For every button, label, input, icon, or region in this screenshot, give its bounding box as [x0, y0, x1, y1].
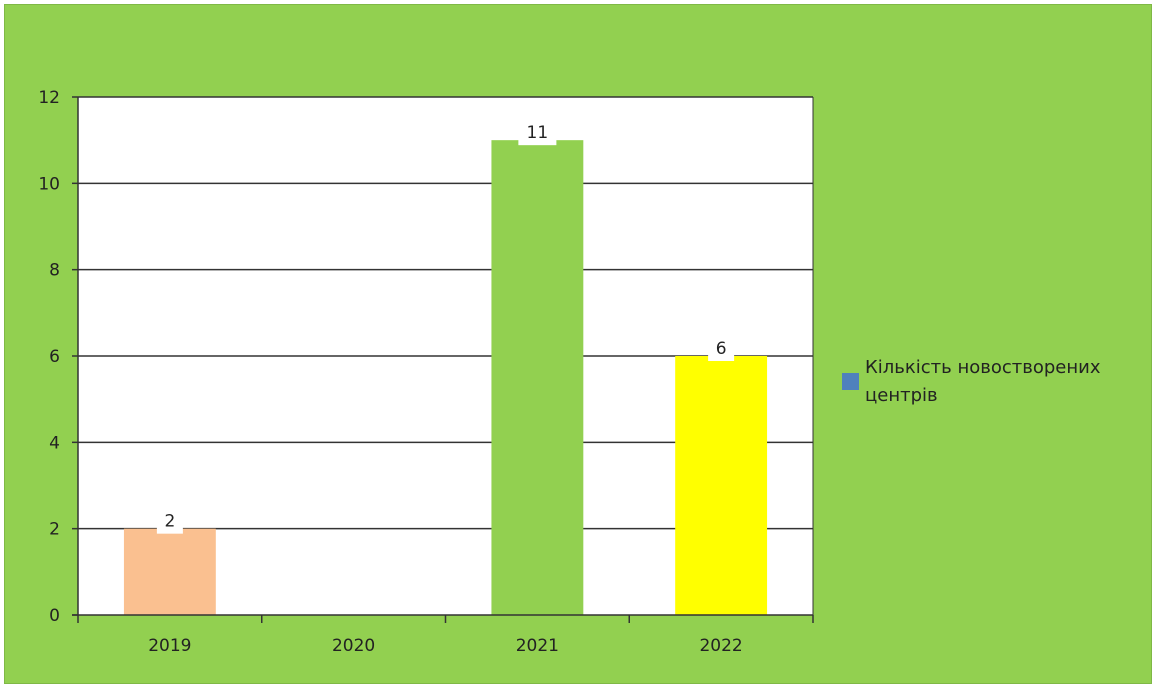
y-tick-label: 12: [38, 88, 60, 108]
y-tick-label: 8: [49, 261, 60, 281]
x-tick-label: 2019: [148, 636, 191, 656]
bar-2021: [491, 140, 584, 615]
y-tick-label: 6: [49, 347, 60, 367]
data-label-box: [156, 509, 183, 534]
bar-2019: [123, 528, 216, 615]
x-tick-label: 2021: [516, 636, 559, 656]
data-label-box: [518, 121, 557, 146]
y-tick-label: 4: [49, 433, 60, 453]
y-tick-label: 2: [49, 520, 60, 540]
x-tick-label: 2020: [332, 636, 375, 656]
y-tick-label: 10: [38, 174, 60, 194]
bar-chart: 0 2 4 6 8 10 12 2 11 6 2019 2020 2021 2022: [38, 88, 814, 656]
legend-label: Кількість новостворених центрів: [865, 357, 1101, 406]
bar-2022: [675, 356, 768, 615]
data-label: 6: [716, 339, 727, 359]
legend: Кількість новостворених центрів: [842, 354, 1142, 410]
chart-frame: 0 2 4 6 8 10 12 2 11 6 2019 2020 2021 2022 Кількість …: [4, 4, 1152, 684]
x-tick-label: 2022: [699, 636, 742, 656]
data-label: 11: [527, 123, 549, 143]
data-label: 2: [164, 512, 175, 532]
data-label-box: [708, 337, 735, 361]
legend-swatch: [842, 373, 859, 390]
y-tick-label: 0: [49, 606, 60, 626]
